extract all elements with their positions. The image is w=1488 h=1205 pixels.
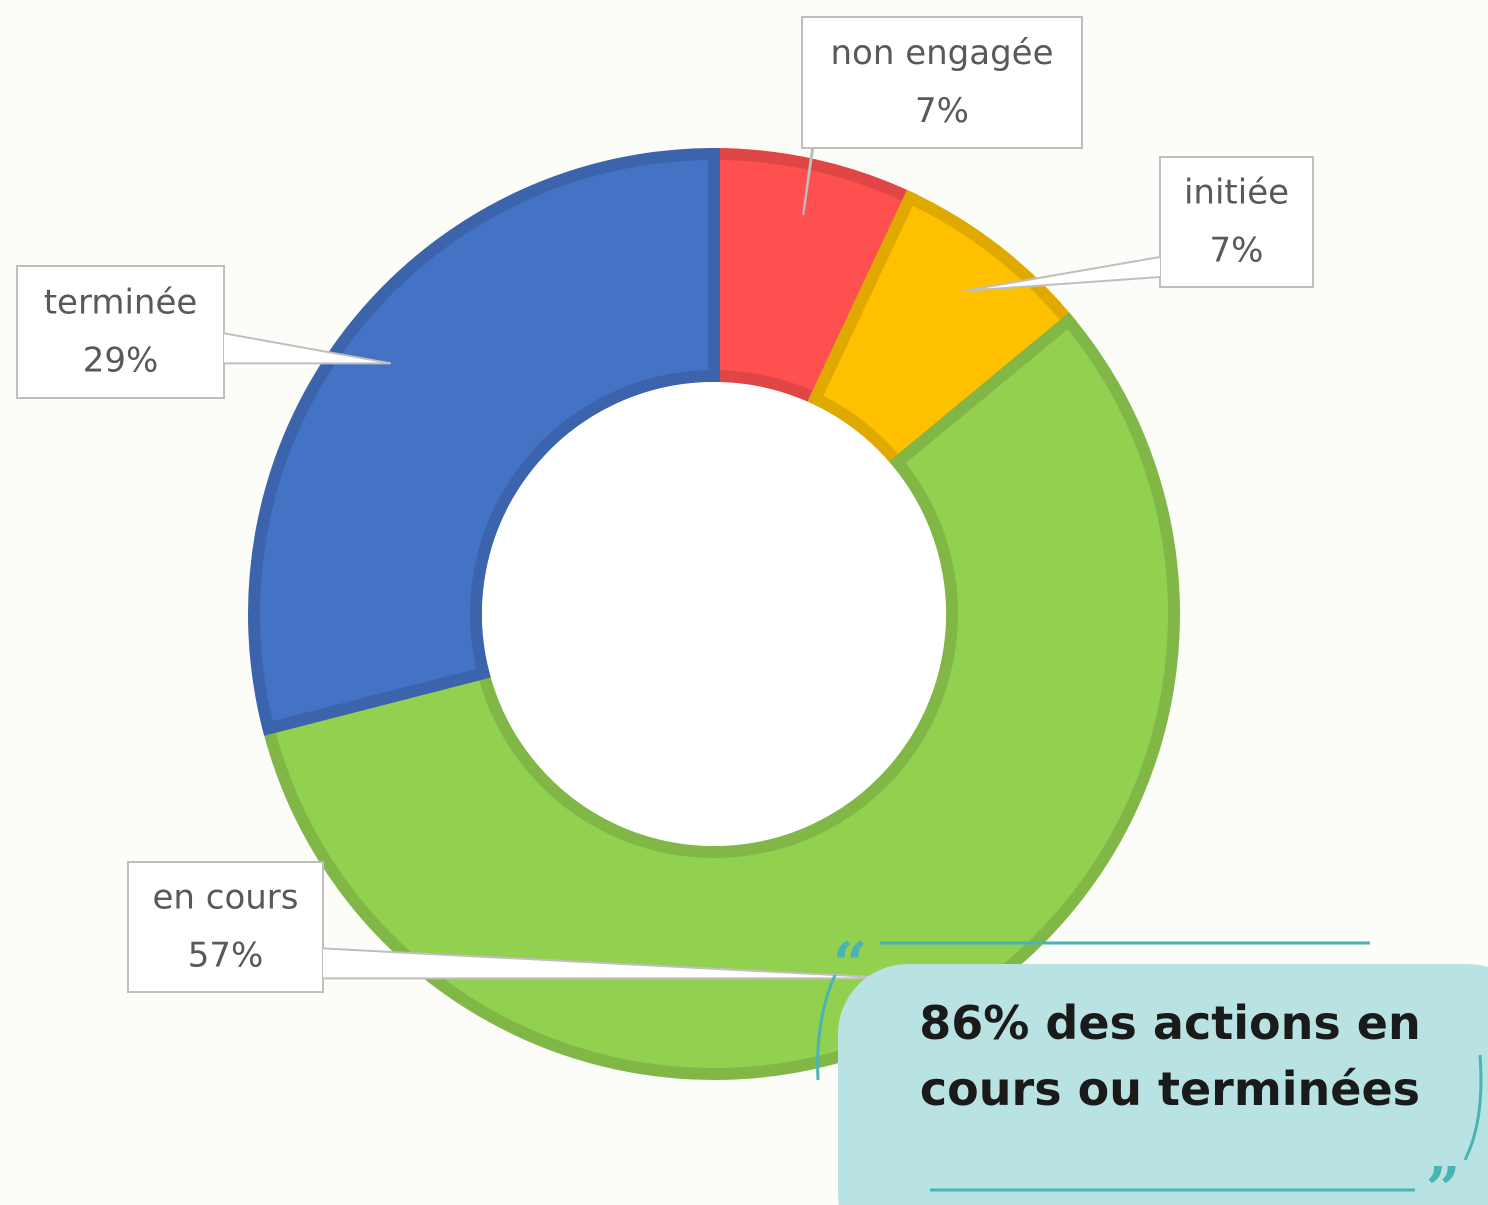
label-callout: [16, 265, 225, 399]
label-callout: [1159, 156, 1314, 288]
callout-box: [838, 964, 1488, 1205]
label-name: en cours: [152, 878, 298, 918]
label-value: 57%: [188, 936, 264, 976]
label-pointer: [223, 332, 392, 365]
label-callout: [127, 861, 324, 993]
donut-segment: [261, 312, 1180, 1080]
donut-segment: [248, 147, 720, 736]
quote-mark: “: [833, 930, 868, 1000]
label-value: 29%: [83, 341, 159, 381]
donut-hole: [482, 382, 946, 846]
annotation: 86% des actions en cours ou terminées: [919, 996, 1421, 1116]
label-callout: [801, 16, 1083, 149]
label-name: terminée: [44, 283, 198, 323]
label-pointer: [802, 147, 815, 215]
label-pointer: [964, 256, 1161, 292]
callout-line: [816, 974, 837, 1081]
labels: non engagée 7% initiée 7% en cours 57% terminé…: [16, 16, 1314, 993]
quote-mark: ”: [1426, 1155, 1461, 1205]
callout-line: [1463, 1054, 1483, 1161]
label-name: non engagée: [830, 33, 1053, 73]
donut: [248, 147, 1180, 1080]
label-value: 7%: [1210, 231, 1264, 271]
label-value: 7%: [915, 91, 969, 131]
label-name: initiée: [1184, 173, 1289, 213]
